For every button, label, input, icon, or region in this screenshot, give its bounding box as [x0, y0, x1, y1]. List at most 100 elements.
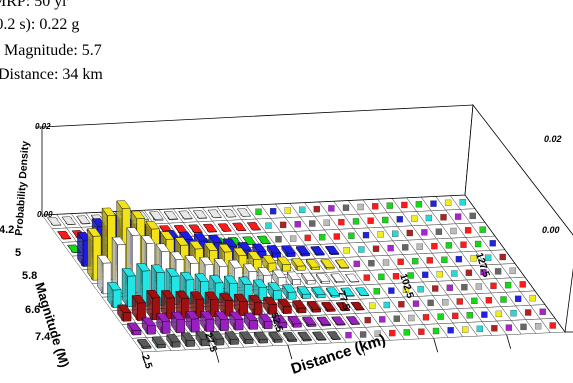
bar-shade: [330, 274, 337, 283]
bar-top-face: [203, 242, 219, 251]
bar-top-face: [256, 235, 272, 245]
bar-front-face: [186, 339, 196, 347]
bar-top-face: [178, 210, 193, 219]
floor-marker: [451, 270, 458, 277]
bar-top-face: [229, 311, 244, 320]
bar-shade: [77, 232, 83, 267]
bar-shade: [267, 245, 273, 258]
floor-marker: [402, 286, 410, 294]
bar-shade: [345, 274, 351, 283]
floor-marker: [421, 229, 428, 236]
bar-shade: [281, 245, 288, 257]
bar-top-face: [149, 211, 164, 220]
bar-shade: [181, 333, 187, 347]
bar-shade: [97, 255, 103, 294]
header-line-sa: (0.2 s): 0.22 g: [0, 16, 79, 33]
floor-marker: [460, 241, 467, 248]
floor-marker: [524, 309, 532, 316]
floor-marker: [500, 296, 507, 303]
bar-shade: [320, 259, 327, 270]
floor-marker: [479, 226, 486, 233]
bar-top-face: [160, 290, 176, 299]
bar-shade: [331, 317, 338, 326]
bar-shade: [272, 270, 279, 286]
bar-top-face: [312, 331, 327, 340]
bar: [266, 245, 282, 259]
bar-top-face: [273, 314, 288, 324]
bar-top-face: [126, 227, 141, 236]
floor-marker: [309, 220, 316, 227]
floor-marker: [484, 254, 492, 261]
magnitude-tick-label: 5: [15, 247, 21, 259]
bar: [222, 208, 237, 218]
bar-shade: [335, 260, 341, 269]
floor-marker: [255, 208, 262, 215]
bar-shade: [149, 211, 156, 221]
bar-shade: [112, 237, 118, 294]
bar: [243, 312, 259, 331]
distance-tick-mark: [287, 344, 293, 360]
bar: [185, 310, 200, 333]
bar-front-face: [161, 320, 171, 334]
bar-top-face: [345, 273, 360, 283]
bar: [262, 255, 277, 273]
bar-top-face: [247, 251, 262, 260]
bar-top-face: [219, 292, 234, 301]
bar: [302, 316, 317, 328]
bar-front-face: [293, 323, 302, 328]
bar-top-face: [57, 230, 72, 240]
floor-marker: [436, 270, 443, 278]
bar-top-face: [239, 331, 254, 340]
bar: [345, 316, 361, 326]
floor-marker: [345, 331, 352, 339]
bar-front-face: [244, 338, 254, 345]
bar-shade: [282, 284, 289, 300]
bar-top-face: [193, 233, 209, 242]
bar-front-face: [287, 291, 297, 300]
floor-marker: [471, 297, 478, 305]
bar-top-face: [223, 275, 239, 284]
floor-marker: [445, 242, 453, 249]
bar-top-face: [218, 243, 233, 253]
bar: [166, 333, 181, 349]
bar-shade: [210, 331, 216, 346]
bar: [331, 316, 346, 327]
floor-marker: [367, 217, 374, 224]
bar-front-face: [132, 330, 142, 336]
bar-shade: [76, 216, 83, 225]
bar-shade: [164, 211, 170, 220]
bar: [253, 331, 269, 344]
bar-top-face: [150, 264, 166, 273]
floor-marker: [313, 205, 320, 213]
bar-top-face: [296, 286, 312, 295]
bar-front-face: [259, 339, 268, 344]
bar-top-face: [253, 331, 269, 340]
distance-tick-mark: [214, 348, 220, 363]
bar-top-face: [141, 317, 156, 326]
floor-marker: [397, 258, 404, 265]
bar: [277, 298, 292, 315]
floor-marker: [382, 259, 390, 266]
floor-marker: [338, 218, 345, 226]
bar-shade: [346, 316, 352, 325]
bar: [246, 221, 262, 231]
bar-top-face: [193, 210, 208, 219]
bar-shade: [87, 228, 93, 281]
bar-top-face: [267, 282, 282, 291]
bar: [286, 271, 302, 286]
bar-front-face: [220, 318, 229, 332]
bar-front-face: [283, 306, 292, 315]
floor-marker: [442, 299, 449, 306]
bar-top-face: [257, 267, 272, 276]
magnitude-tick-label: 7.4: [35, 331, 51, 343]
magnitude-axis-label: Magnitude (M): [32, 280, 72, 369]
floor-marker: [359, 331, 367, 338]
bar-shade: [254, 332, 260, 344]
floor-marker: [465, 269, 473, 276]
bar-top-face: [310, 246, 325, 255]
magnitude-tick-label: 4.2: [0, 224, 14, 236]
bar-top-face: [248, 294, 263, 304]
floor-marker: [284, 207, 291, 214]
bar: [321, 301, 336, 313]
